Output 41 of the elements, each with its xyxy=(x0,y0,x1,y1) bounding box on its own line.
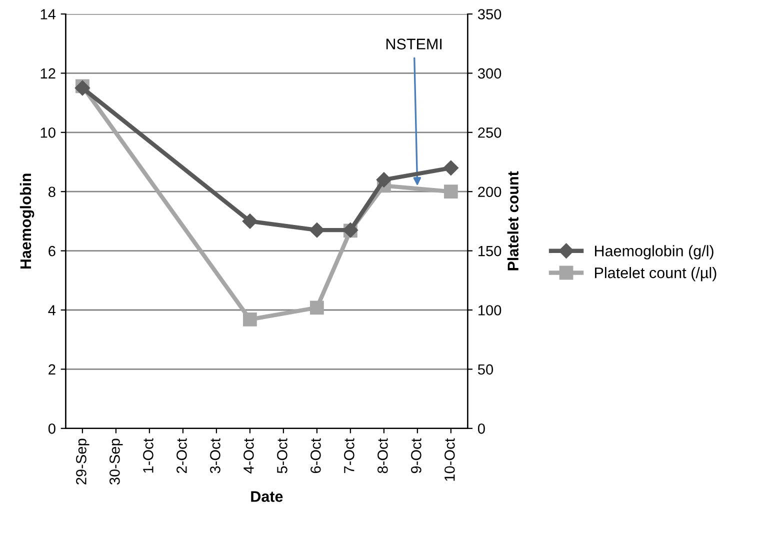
y-tick-label: 6 xyxy=(48,246,56,256)
x-axis-title: Date xyxy=(251,491,283,502)
point xyxy=(444,184,458,199)
point xyxy=(309,222,324,238)
point xyxy=(310,300,324,315)
x-tick-label: 9-Oct xyxy=(411,438,422,474)
x-tick-label: 2-Oct xyxy=(176,438,187,474)
y-tick-label: 8 xyxy=(48,186,56,198)
x-tick-label: 6-Oct xyxy=(310,438,321,474)
x-tick-label: 29-Sep xyxy=(76,438,90,484)
y-tick-label: 0 xyxy=(48,424,56,434)
legend-label: Platelet count (/µl) xyxy=(595,267,716,282)
y2-tick-label: 150 xyxy=(478,246,502,256)
x-tick-label: 1-Oct xyxy=(143,438,154,473)
y-axis-title: Haemoglobin xyxy=(20,174,34,269)
y2-tick-label: 300 xyxy=(478,68,502,79)
y2-tick-label: 200 xyxy=(478,186,502,198)
point xyxy=(376,172,392,188)
y-tick-label: 14 xyxy=(40,9,56,20)
y2-tick-label: 350 xyxy=(478,9,502,20)
y2-tick-label: 250 xyxy=(478,128,502,138)
point xyxy=(443,160,458,176)
point xyxy=(242,312,257,326)
x-tick-label: 3-Oct xyxy=(210,438,220,474)
y-tick-label: 2 xyxy=(48,364,56,374)
x-tick-label: 8-Oct xyxy=(378,438,388,474)
x-tick-label: 4-Oct xyxy=(244,438,254,474)
legend-label: Haemoglobin (g/l) xyxy=(595,245,714,260)
y-tick-label: 10 xyxy=(40,128,56,138)
annotation: NSTEMI xyxy=(386,38,442,50)
y-tick-label: 12 xyxy=(40,68,56,78)
x-tick-label: 30-Sep xyxy=(110,438,123,485)
y2-tick-label: 50 xyxy=(478,364,494,375)
x-tick-label: 5-Oct xyxy=(277,438,288,474)
y2-tick-label: 100 xyxy=(478,305,502,316)
y2-tick-label: 0 xyxy=(478,424,485,434)
y2-axis-title: Platelet count xyxy=(507,171,518,270)
x-tick-label: 10-Oct xyxy=(444,438,455,481)
point xyxy=(242,214,258,229)
y-tick-label: 4 xyxy=(48,305,56,316)
x-tick-label: 7-Oct xyxy=(344,438,354,474)
